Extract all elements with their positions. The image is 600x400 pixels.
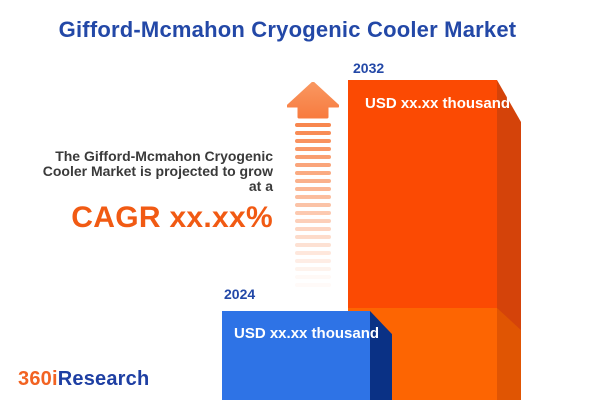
bar-2032-front-face [348,80,497,308]
arrow-fade-stripes [287,123,339,287]
arrow-stripe [295,235,331,239]
arrow-stripe [295,171,331,175]
bar-2024-value-label: USD xx.xx thousand [234,325,380,342]
bar-2024-year-label: 2024 [224,286,256,302]
arrow-stripe [295,283,331,287]
brand-logo-prefix: 360i [18,368,58,390]
arrow-stripe [295,123,331,127]
arrow-stripe [295,155,331,159]
bar-2032-side-face [497,80,521,330]
arrow-stripe [295,187,331,191]
insight-line-3: at a [248,178,273,194]
arrow-stripe [295,211,331,215]
bar-2024-front-face [222,311,370,400]
bar-2032-year-label: 2032 [353,60,385,76]
insight-line-2: Cooler Market is projected to grow [42,163,273,179]
cagr-value: CAGR xx.xx% [71,201,273,234]
arrow-stripe [295,131,331,135]
arrow-stripe [295,179,331,183]
arrow-stripe [295,227,331,231]
arrow-stripe [295,139,331,143]
arrow-stripe [295,267,331,271]
arrow-stripe [295,251,331,255]
arrow-stripe [295,275,331,279]
arrowhead-icon [287,82,339,119]
insight-line-1: The Gifford-Mcmahon Cryogenic [55,148,273,164]
bar-2032-value-label: USD xx.xx thousand [365,95,511,112]
arrow-stripe [295,147,331,151]
arrow-stripe [295,243,331,247]
insight-text: The Gifford-Mcmahon Cryogenic Cooler Mar… [20,149,273,194]
arrow-stripe [295,195,331,199]
bar-2024-side-face [370,311,392,400]
arrow-stripe [295,259,331,263]
brand-logo: 360iResearch [18,368,149,391]
page-title: Gifford-Mcmahon Cryogenic Cooler Market [58,17,517,42]
arrow-stripe [295,203,331,207]
growth-arrow-icon [287,82,339,294]
arrow-stripe [295,219,331,223]
brand-logo-suffix: Research [57,368,150,390]
arrow-stripe [295,163,331,167]
